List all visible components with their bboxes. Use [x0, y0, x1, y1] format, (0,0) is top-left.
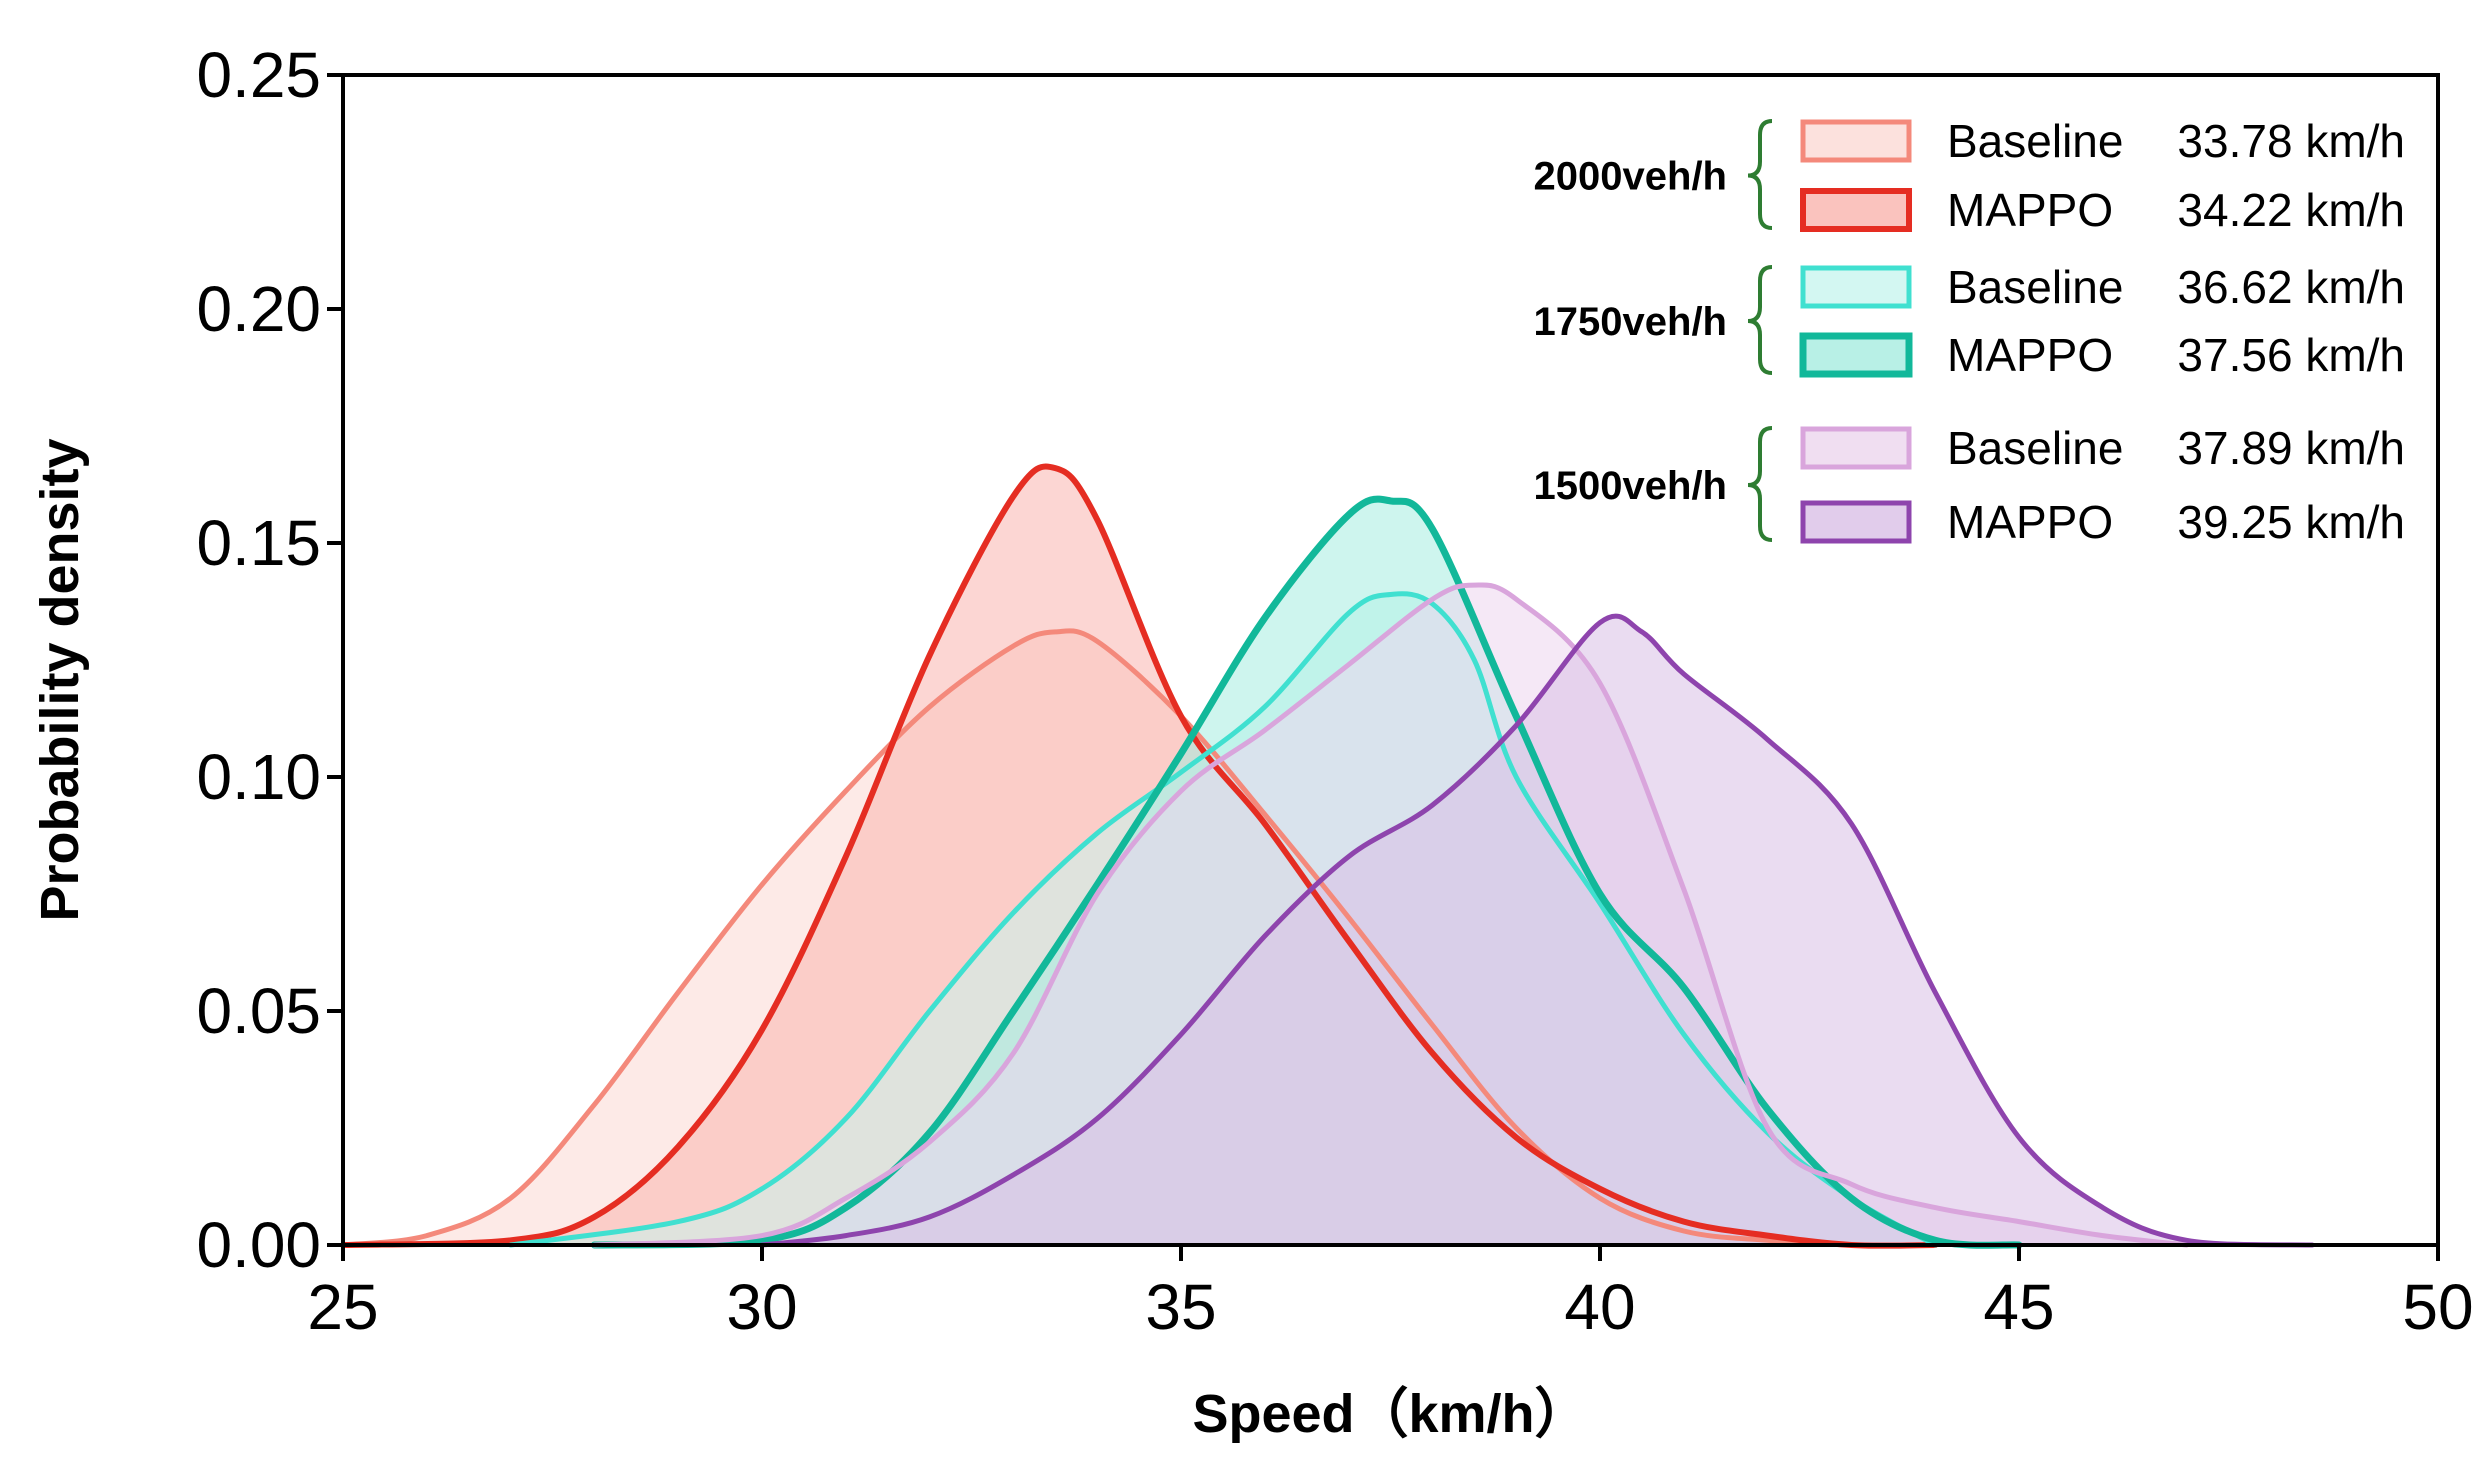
x-tick-label: 25	[307, 1271, 378, 1343]
x-tick-label: 50	[2402, 1271, 2473, 1343]
y-axis-title: Probability density	[30, 438, 90, 921]
x-tick-label: 45	[1983, 1271, 2054, 1343]
y-tick-label: 0.15	[196, 507, 321, 579]
density-lines	[340, 463, 2315, 1249]
plot-frame	[341, 73, 2440, 1247]
legend-swatch	[1800, 426, 1912, 470]
legend-mean-speed: 37.89 km/h	[2177, 422, 2405, 474]
y-tick-label: 0.10	[196, 741, 321, 813]
legend-mean-speed: 37.56 km/h	[2177, 329, 2405, 381]
legend-series-name: Baseline	[1947, 261, 2123, 313]
density-areas	[343, 466, 2313, 1246]
line-1750vehh-baseline	[508, 591, 1938, 1248]
x-axis-ticks: 25 30 35 40 45 50	[307, 1245, 2474, 1343]
line-1500vehh-mappo	[759, 613, 2315, 1248]
legend-brace	[1747, 119, 1773, 230]
legend-group-label: 1500veh/h	[1534, 464, 1727, 508]
x-axis-title: Speed（km/h）	[1192, 1384, 1588, 1444]
legend-swatch	[1800, 265, 1912, 309]
legend-brace	[1747, 265, 1773, 375]
legend-mean-speed: 36.62 km/h	[2177, 261, 2405, 313]
y-tick-label: 0.00	[196, 1209, 321, 1281]
legend-group-label: 2000veh/h	[1534, 155, 1727, 199]
legend-series-name: MAPPO	[1947, 496, 2113, 548]
x-tick-label: 40	[1564, 1271, 1635, 1343]
x-tick-label: 35	[1145, 1271, 1216, 1343]
line-2000vehh-mappo	[340, 463, 1939, 1249]
legend-brace	[1747, 426, 1773, 542]
area-1500vehh-mappo	[762, 616, 2313, 1245]
legend: 2000veh/h Baseline 33.78 km/h MAPPO 34.22 km…	[1534, 115, 2405, 548]
line-2000vehh-baseline	[340, 628, 1938, 1248]
legend-series-name: MAPPO	[1947, 329, 2113, 381]
x-tick-label: 30	[726, 1271, 797, 1343]
legend-series-name: Baseline	[1947, 115, 2123, 167]
line-1750vehh-mappo	[590, 495, 2023, 1249]
y-tick-label: 0.05	[196, 975, 321, 1047]
line-1500vehh-baseline	[591, 582, 2190, 1248]
legend-swatch	[1799, 332, 1913, 378]
legend-series-name: Baseline	[1947, 422, 2123, 474]
legend-mean-speed: 33.78 km/h	[2177, 115, 2405, 167]
legend-group-label: 1750veh/h	[1534, 300, 1727, 344]
legend-mean-speed: 34.22 km/h	[2177, 184, 2405, 236]
legend-swatch	[1800, 500, 1912, 544]
y-tick-label: 0.20	[196, 273, 321, 345]
y-axis-ticks: 0.00 0.05 0.10 0.15 0.20 0.25	[196, 39, 343, 1281]
legend-series-name: MAPPO	[1947, 184, 2113, 236]
legend-mean-speed: 39.25 km/h	[2177, 496, 2405, 548]
legend-swatch	[1800, 119, 1912, 163]
y-tick-label: 0.25	[196, 39, 321, 111]
legend-swatch	[1800, 188, 1912, 232]
